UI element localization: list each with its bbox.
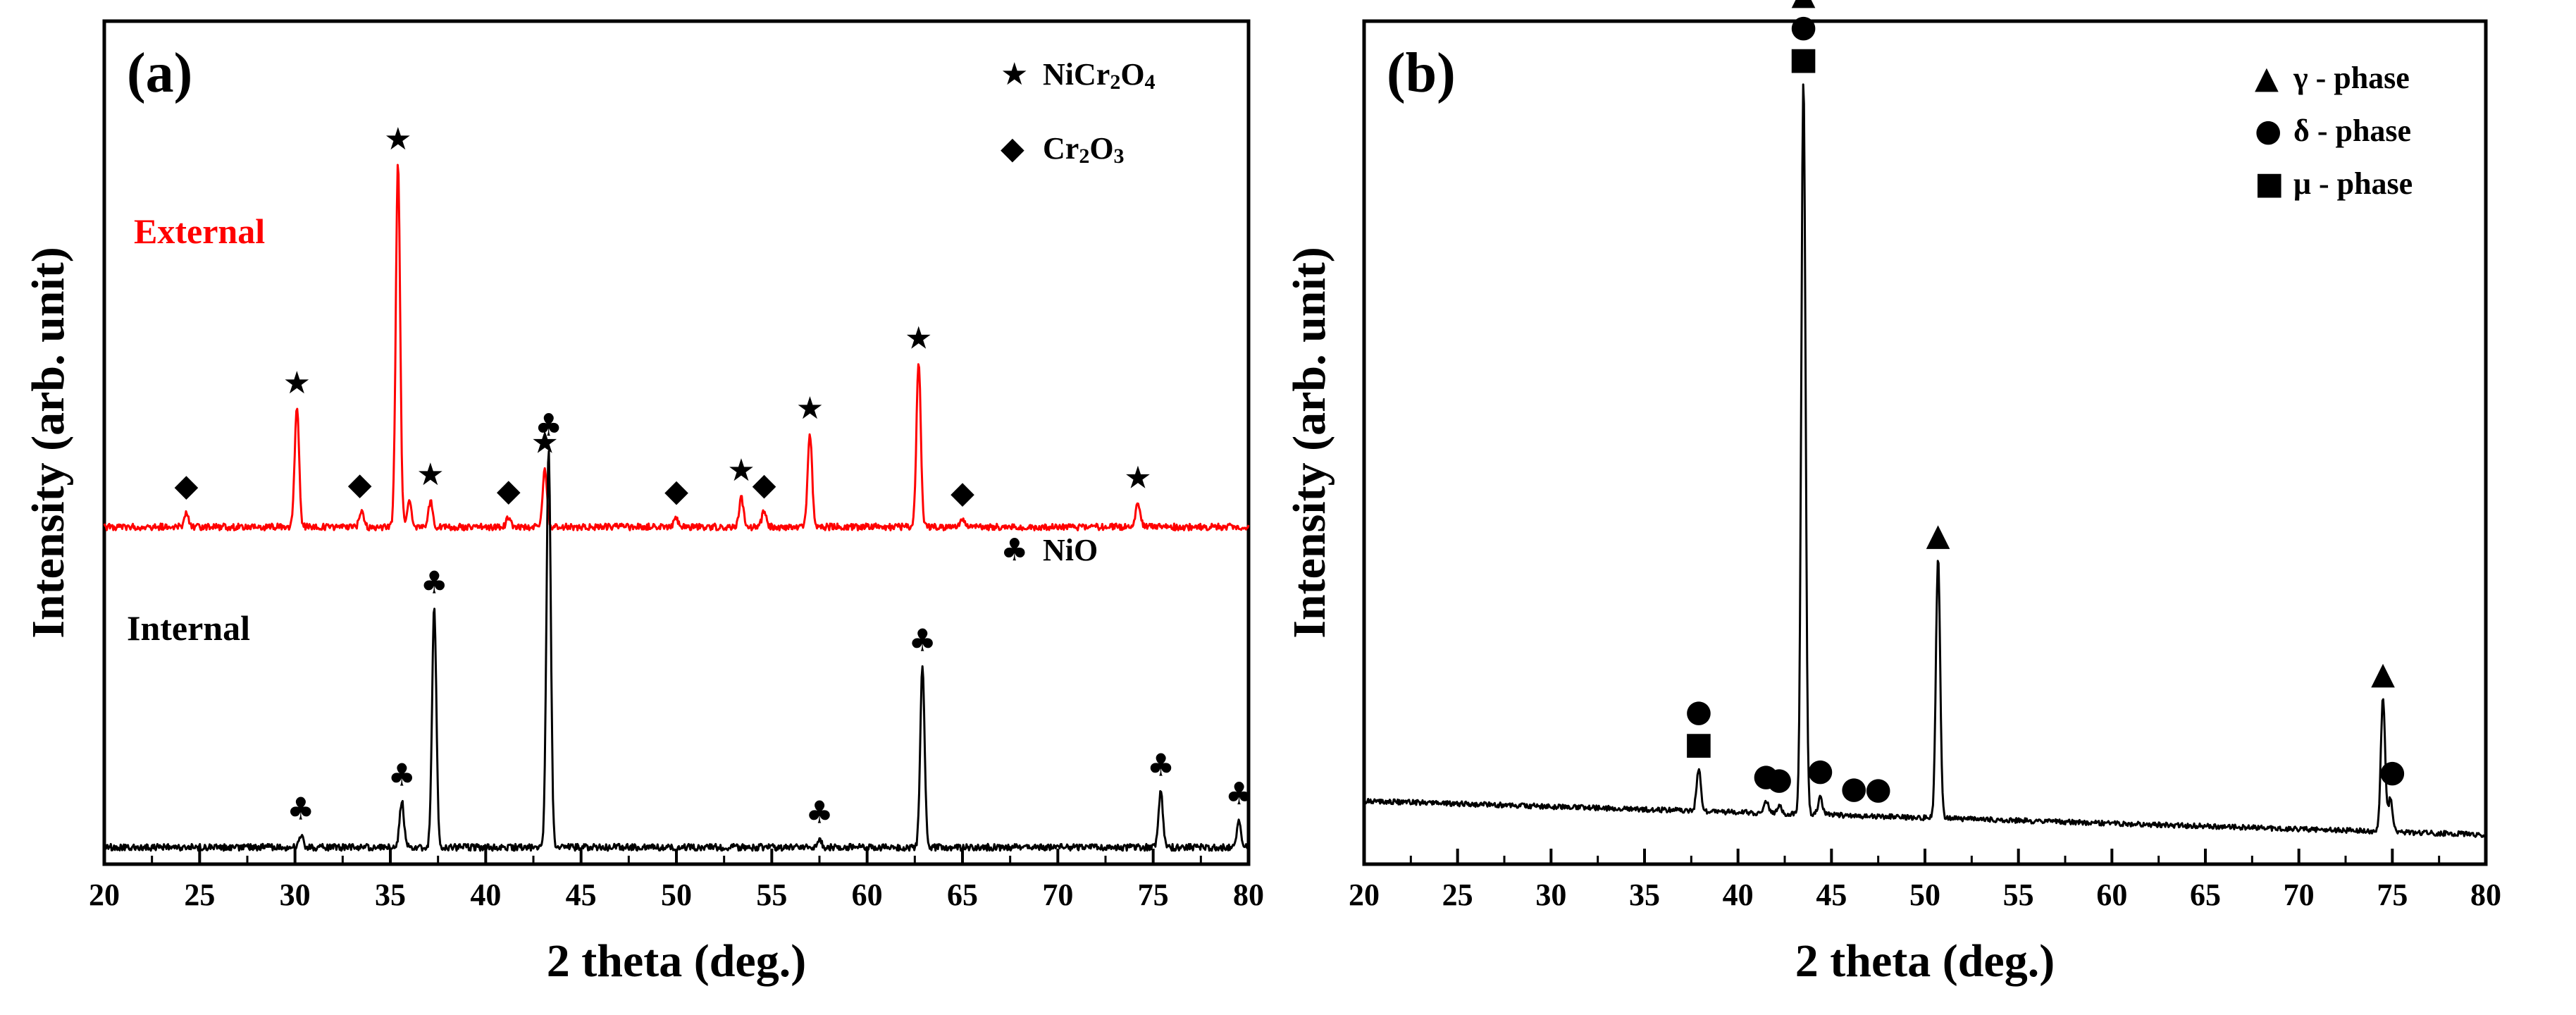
legend-star-icon: ★ — [1001, 56, 1028, 92]
x-tick-label: 30 — [280, 878, 311, 912]
x-tick-label: 35 — [1629, 878, 1660, 912]
panel-b-label: (b) — [1387, 42, 1456, 104]
x-tick-label: 20 — [89, 878, 120, 912]
panel-b: (b) 20 25 30 35 40 45 50 55 60 65 70 75 80 2 theta (… — [1284, 0, 2501, 987]
star-marker-icon: ★ — [796, 390, 824, 426]
star-marker-icon: ★ — [283, 365, 311, 401]
x-tick-label: 35 — [375, 878, 406, 912]
x-tick-label: 55 — [756, 878, 787, 912]
panel-b-y-axis-title: Intensity (arb. unit) — [1284, 247, 1335, 639]
legend-label-mu-phase: μ - phase — [2293, 166, 2413, 201]
legend-square-icon: ■ — [2255, 166, 2284, 202]
x-tick-label: 75 — [2377, 878, 2408, 912]
legend-label-cr2o3: Cr2O3 — [1043, 131, 1125, 168]
club-marker-icon: ♣ — [388, 758, 416, 794]
diamond-marker-icon: ◆ — [174, 467, 198, 503]
legend-label-gamma-phase: γ - phase — [2293, 61, 2410, 95]
star-marker-icon: ★ — [905, 321, 932, 357]
panel-b-series — [1363, 83, 2487, 838]
series-label-external: External — [134, 211, 265, 251]
x-tick-label: 25 — [1442, 878, 1473, 912]
x-tick-label: 70 — [2284, 878, 2315, 912]
series-label-internal: Internal — [127, 608, 250, 648]
circle-marker-icon: ● — [1807, 752, 1833, 788]
x-tick-label: 65 — [2190, 878, 2221, 912]
star-marker-icon: ★ — [1124, 460, 1151, 496]
legend-label-nio: NiO — [1043, 533, 1098, 567]
panel-a-label: (a) — [127, 42, 192, 104]
legend-club-icon: ♣ — [1001, 532, 1028, 568]
triangle-marker-icon: ▲ — [1792, 0, 1816, 12]
diamond-marker-icon: ◆ — [497, 473, 521, 509]
panel-a-x-ticks: 20 25 30 35 40 45 50 55 60 65 70 75 80 — [89, 849, 1264, 912]
panel-b-x-axis-title: 2 theta (deg.) — [1795, 935, 2055, 987]
circle-marker-icon: ● — [1752, 757, 1779, 793]
x-tick-label: 55 — [2003, 878, 2034, 912]
triangle-marker-icon: ▲ — [2371, 656, 2395, 691]
x-tick-label: 70 — [1042, 878, 1073, 912]
club-marker-icon: ♣ — [287, 792, 314, 828]
series-line-pattern — [1363, 83, 2487, 838]
legend-circle-icon: ● — [2255, 113, 2281, 149]
club-marker-icon: ♣ — [535, 407, 562, 443]
x-tick-label: 65 — [947, 878, 978, 912]
club-marker-icon: ♣ — [1225, 776, 1253, 812]
series-line-external — [103, 164, 1250, 531]
star-marker-icon: ★ — [531, 424, 559, 460]
panel-b-legend: ▲ γ - phase ● δ - phase ■ μ - phase — [2255, 60, 2413, 202]
club-marker-icon: ♣ — [908, 622, 936, 658]
star-marker-icon: ★ — [727, 453, 755, 488]
x-tick-label: 30 — [1535, 878, 1566, 912]
series-line-internal — [103, 450, 1250, 852]
circle-marker-icon: ● — [1840, 770, 1867, 806]
diamond-marker-icon: ◆ — [950, 475, 974, 511]
star-marker-icon: ★ — [416, 457, 444, 493]
x-tick-label: 60 — [2096, 878, 2127, 912]
diamond-marker-icon: ◆ — [348, 467, 372, 503]
legend-diamond-icon: ◆ — [1001, 130, 1024, 166]
circle-marker-icon: ● — [2379, 753, 2405, 789]
legend-label-nicr2o4: NiCr2O4 — [1043, 57, 1156, 94]
star-marker-icon: ★ — [384, 121, 411, 157]
legend-triangle-icon: ▲ — [2255, 60, 2279, 96]
x-tick-label: 50 — [661, 878, 692, 912]
circle-marker-icon: ● — [1790, 8, 1816, 44]
club-marker-icon: ♣ — [805, 794, 833, 830]
x-tick-label: 40 — [1723, 878, 1754, 912]
circle-marker-icon: ● — [1864, 771, 1891, 807]
x-tick-label: 50 — [1909, 878, 1940, 912]
x-tick-label: 80 — [1233, 878, 1264, 912]
x-tick-label: 60 — [852, 878, 883, 912]
panel-a-legend: ★ NiCr2O4 ◆ Cr2O3 ♣ NiO — [1001, 56, 1156, 568]
diamond-marker-icon: ◆ — [753, 467, 776, 503]
panel-a-y-axis-title: Intensity (arb. unit) — [23, 247, 74, 639]
triangle-marker-icon: ▲ — [1926, 517, 1950, 553]
x-tick-label: 45 — [1816, 878, 1847, 912]
panel-a: (a) 20 25 30 35 40 45 50 55 60 65 70 75 80 2 theta (… — [23, 19, 1264, 987]
panel-a-series — [103, 164, 1250, 852]
x-tick-label: 80 — [2470, 878, 2501, 912]
x-tick-label: 25 — [184, 878, 215, 912]
club-marker-icon: ♣ — [421, 565, 448, 601]
square-marker-icon: ■ — [1789, 41, 1819, 77]
x-tick-label: 40 — [470, 878, 501, 912]
panel-b-peak-markers: ■●●●■●▲●●●▲▲● — [1684, 0, 2405, 807]
circle-marker-icon: ● — [1685, 693, 1712, 729]
x-tick-label: 75 — [1138, 878, 1169, 912]
x-tick-label: 20 — [1349, 878, 1380, 912]
diamond-marker-icon: ◆ — [664, 473, 688, 509]
club-marker-icon: ♣ — [1147, 748, 1175, 784]
square-marker-icon: ■ — [1684, 725, 1714, 761]
legend-label-delta-phase: δ - phase — [2293, 113, 2411, 148]
x-tick-label: 45 — [566, 878, 597, 912]
panel-b-x-ticks: 20 25 30 35 40 45 50 55 60 65 70 75 80 — [1349, 849, 2501, 912]
panel-a-x-axis-title: 2 theta (deg.) — [547, 935, 806, 987]
panel-a-peak-markers: ◆★◆★★ ◆★◆★◆★★◆ ★♣♣♣♣♣♣♣♣ — [174, 121, 1253, 830]
circle-marker-icon: ● — [1766, 761, 1792, 797]
